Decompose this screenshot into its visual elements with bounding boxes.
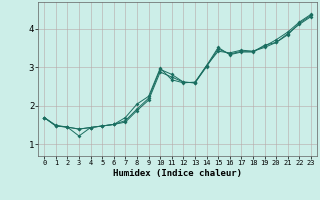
X-axis label: Humidex (Indice chaleur): Humidex (Indice chaleur)	[113, 169, 242, 178]
